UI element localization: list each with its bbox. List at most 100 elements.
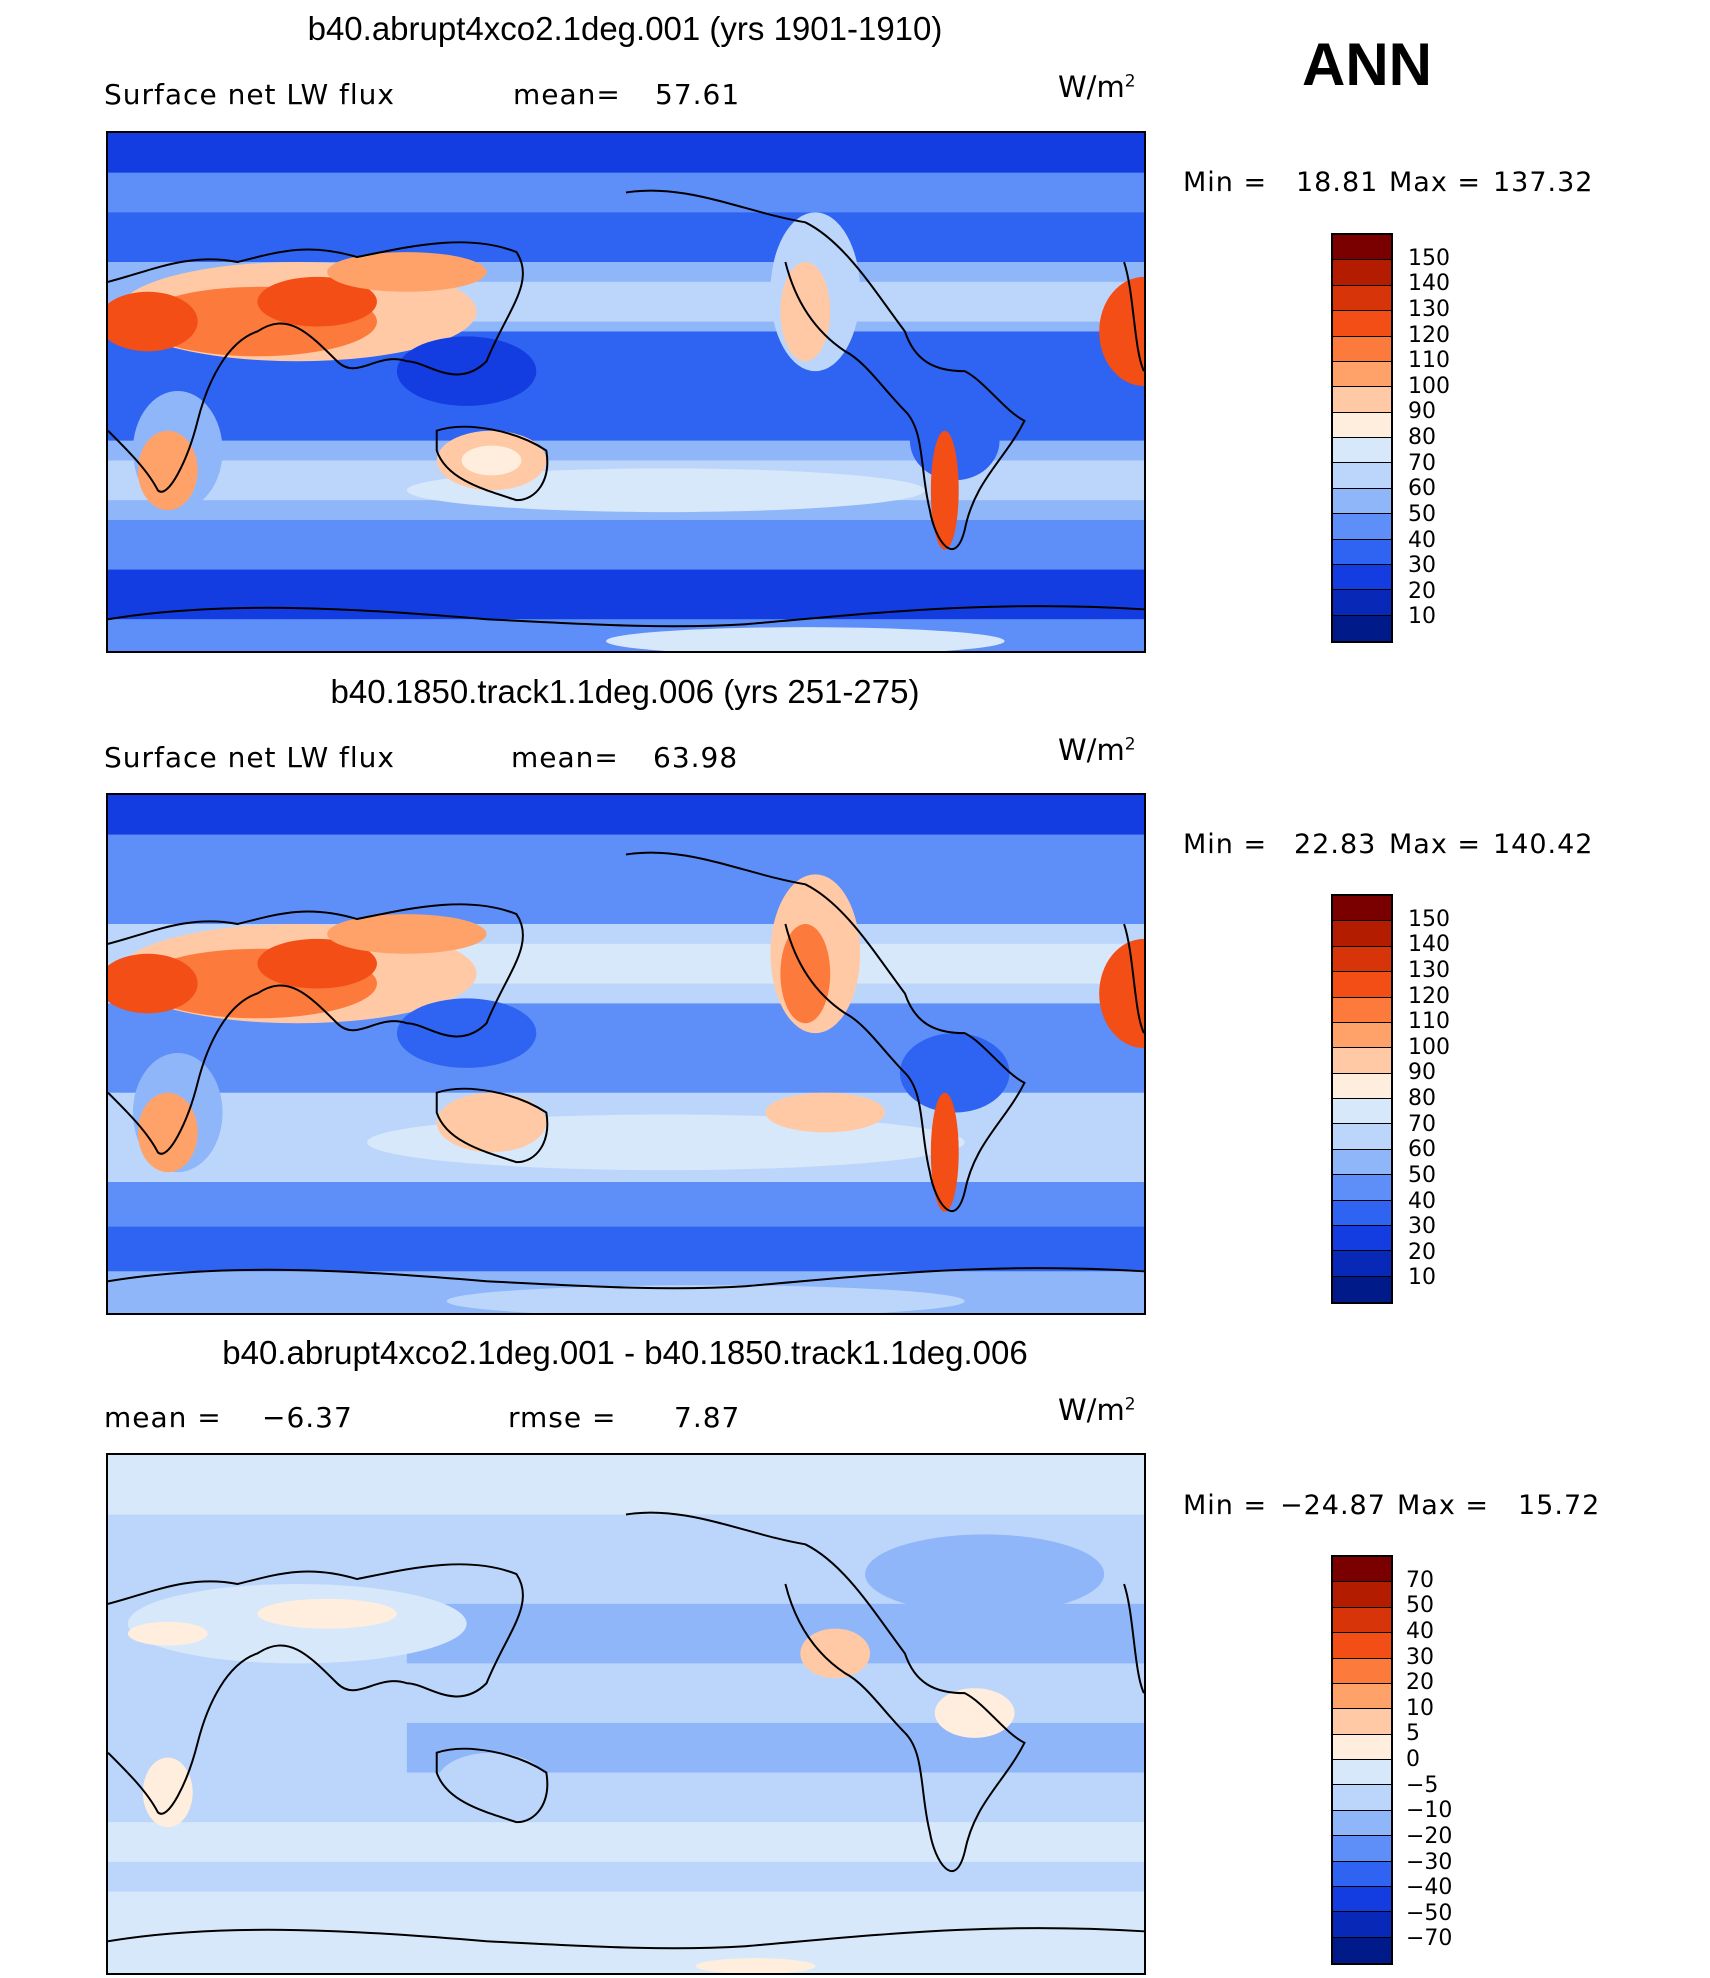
panel3-max-value: 15.72 [1518, 1490, 1601, 1521]
colorbar-swatch [1333, 1683, 1391, 1710]
panel3-unit: W/m2 [1058, 1393, 1136, 1427]
colorbar-tick-label: 90 [1408, 399, 1436, 425]
colorbar-tick-label: 80 [1408, 425, 1436, 450]
colorbar-tick-label: 20 [1408, 578, 1436, 604]
colorbar-tick-label: 150 [1408, 245, 1450, 271]
panel1-mean-label: mean= [513, 78, 621, 111]
colorbar-swatch [1333, 1175, 1391, 1201]
colorbar-tick-label: 150 [1408, 906, 1450, 932]
colorbar-swatch [1333, 1633, 1391, 1659]
colorbar-swatch [1333, 564, 1391, 591]
panel1-max-label: Max = [1389, 167, 1482, 198]
panel1-min-label: Min = [1183, 167, 1268, 198]
colorbar-tick-label: −20 [1406, 1823, 1453, 1849]
colorbar-swatch [1333, 1557, 1391, 1583]
panel2-map [106, 793, 1146, 1315]
colorbar-swatch [1333, 1276, 1391, 1302]
colorbar-swatch [1333, 1607, 1391, 1634]
colorbar-tick-label: −10 [1406, 1798, 1453, 1824]
colorbar-swatch [1333, 1225, 1391, 1252]
panel3-mean-value: −6.37 [262, 1401, 353, 1434]
colorbar-tick-label: −30 [1406, 1849, 1453, 1875]
colorbar-swatch [1333, 1886, 1391, 1913]
season-label: ANN [1302, 31, 1432, 98]
colorbar-swatch [1333, 615, 1391, 641]
panel1-min-value: 18.81 [1296, 167, 1379, 198]
colorbar-swatch [1333, 1760, 1391, 1786]
colorbar-swatch [1333, 1734, 1391, 1760]
colorbar-tick-label: 30 [1406, 1644, 1434, 1670]
panel2-min-value: 22.83 [1294, 829, 1377, 860]
colorbar-swatch [1333, 1251, 1391, 1277]
colorbar-tick-label: 90 [1408, 1060, 1436, 1086]
colorbar-swatch [1333, 921, 1391, 947]
colorbar-swatch [1333, 235, 1391, 261]
colorbar-tick-label: −40 [1406, 1875, 1453, 1901]
colorbar-swatch [1333, 1149, 1391, 1176]
colorbar-tick-label: 60 [1408, 476, 1436, 502]
panel3-min-value: −24.87 [1280, 1490, 1386, 1521]
panel3-rmse-value: 7.87 [674, 1401, 741, 1434]
colorbar-tick-label: −50 [1406, 1900, 1453, 1926]
colorbar-swatch [1333, 336, 1391, 362]
colorbar-swatch [1333, 412, 1391, 438]
colorbar-tick-label: 50 [1406, 1593, 1434, 1619]
colorbar-swatch [1333, 997, 1391, 1023]
panel2-max-label: Max = [1389, 829, 1482, 860]
colorbar-tick-label: 140 [1408, 271, 1450, 297]
colorbar-tick-label: 30 [1408, 1214, 1436, 1240]
colorbar-tick-label: 70 [1408, 450, 1436, 476]
colorbar-swatch [1333, 1937, 1391, 1963]
colorbar-tick-label: 10 [1406, 1695, 1434, 1721]
colorbar-swatch [1333, 1861, 1391, 1887]
colorbar-swatch [1333, 387, 1391, 413]
panel3-colorbar-ticks: 70 50 40 30 20 10 5 0 −5 −10 −20 −30 −40 −50 −70 [1406, 1555, 1496, 1965]
colorbar-tick-label: 10 [1408, 1265, 1436, 1291]
panel2-mean-value: 63.98 [653, 741, 739, 774]
panel1-variable: Surface net LW flux [104, 78, 395, 111]
panel1-colorbar [1331, 233, 1393, 643]
panel2-variable: Surface net LW flux [104, 741, 395, 774]
colorbar-swatch [1333, 1124, 1391, 1150]
panel3-map [106, 1453, 1146, 1975]
colorbar-tick-label: 40 [1408, 1188, 1436, 1214]
panel3-title: b40.abrupt4xco2.1deg.001 - b40.1850.trac… [222, 1334, 1028, 1371]
colorbar-swatch [1333, 463, 1391, 489]
panel1-title: b40.abrupt4xco2.1deg.001 (yrs 1901-1910) [307, 10, 943, 47]
colorbar-tick-label: 120 [1408, 983, 1450, 1009]
colorbar-tick-label: 40 [1406, 1618, 1434, 1644]
colorbar-tick-label: 50 [1408, 501, 1436, 527]
colorbar-tick-label: 50 [1408, 1162, 1436, 1188]
colorbar-swatch [1333, 1658, 1391, 1684]
panel1-max-value: 137.32 [1493, 167, 1594, 198]
panel1-mean-value: 57.61 [655, 78, 741, 111]
colorbar-swatch [1333, 896, 1391, 922]
colorbar-tick-label: 20 [1406, 1670, 1434, 1696]
panel3-rmse-label: rmse = [508, 1401, 617, 1434]
panel2-min-label: Min = [1183, 829, 1268, 860]
colorbar-tick-label: −70 [1406, 1926, 1453, 1952]
colorbar-swatch [1333, 1709, 1391, 1735]
colorbar-tick-label: 80 [1408, 1086, 1436, 1111]
colorbar-swatch [1333, 361, 1391, 388]
panel1-colorbar-ticks: 150 140 130 120 110 100 90 80 70 60 50 40 30 20 10 [1408, 233, 1488, 643]
colorbar-tick-label: 130 [1408, 296, 1450, 322]
panel3-min-label: Min = [1183, 1490, 1268, 1521]
colorbar-swatch [1333, 539, 1391, 565]
colorbar-tick-label: 0 [1406, 1747, 1420, 1772]
colorbar-tick-label: 70 [1406, 1567, 1434, 1593]
panel2-unit: W/m2 [1058, 733, 1136, 767]
panel2-mean-label: mean= [511, 741, 619, 774]
colorbar-tick-label: 60 [1408, 1137, 1436, 1163]
panel2-colorbar-ticks: 150 140 130 120 110 100 90 80 70 60 50 40 30 20 10 [1408, 894, 1488, 1304]
panel3-mean-label: mean = [104, 1401, 222, 1434]
colorbar-swatch [1333, 1099, 1391, 1125]
panel3-max-label: Max = [1397, 1490, 1490, 1521]
colorbar-tick-label: 5 [1406, 1721, 1420, 1747]
colorbar-swatch [1333, 1912, 1391, 1938]
colorbar-tick-label: 70 [1408, 1111, 1436, 1137]
panel1-unit: W/m2 [1058, 70, 1136, 104]
colorbar-tick-label: 40 [1408, 527, 1436, 553]
panel2-max-value: 140.42 [1493, 829, 1594, 860]
colorbar-swatch [1333, 1200, 1391, 1226]
